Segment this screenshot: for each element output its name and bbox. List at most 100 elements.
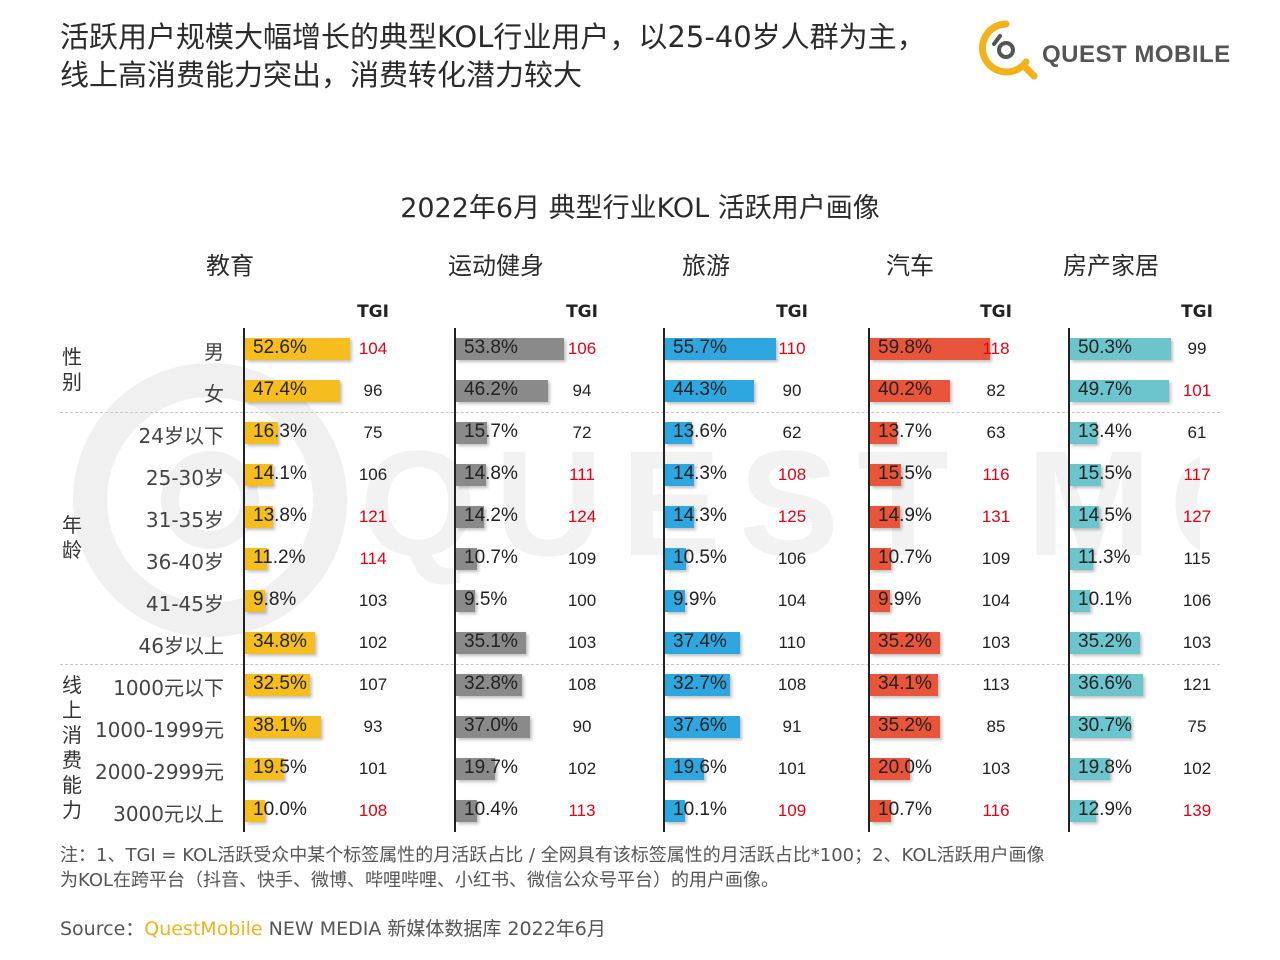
bar	[1070, 422, 1097, 444]
tgi-value: 109	[567, 549, 597, 568]
value-label: 59.8%	[878, 337, 932, 358]
tgi-header: TGI	[566, 302, 598, 322]
tgi-value: 72	[572, 423, 592, 442]
category-header: 汽车	[886, 252, 934, 280]
tgi-value: 108	[777, 465, 807, 484]
group-label: 线上消费能力	[62, 673, 82, 822]
tgi-value: 115	[1183, 549, 1211, 568]
bar	[665, 506, 694, 528]
value-label: 19.6%	[673, 757, 727, 778]
bar	[870, 716, 941, 738]
bar	[870, 674, 939, 696]
tgi-value: 108	[567, 675, 597, 694]
value-label: 20.0%	[878, 757, 932, 778]
footnote-line-2: 为KOL在跨平台（抖音、快手、微博、哔哩哔哩、小红书、微信公众号平台）的用户画像…	[60, 870, 780, 891]
tgi-value: 101	[358, 759, 388, 778]
footnote-line-1: 注：1、TGI = KOL活跃受众中某个标签属性的月活跃占比 / 全网具有该标签…	[60, 845, 1045, 866]
bar-axis	[868, 328, 870, 832]
value-label: 10.7%	[878, 547, 932, 568]
tgi-value: 103	[981, 633, 1011, 652]
bar	[245, 506, 273, 528]
value-label: 12.9%	[1078, 799, 1132, 820]
bar	[456, 758, 496, 780]
footnote: 注：1、TGI = KOL活跃受众中某个标签属性的月活跃占比 / 全网具有该标签…	[60, 843, 1220, 893]
bar	[870, 380, 951, 402]
value-label: 11.3%	[1078, 547, 1131, 568]
value-label: 37.4%	[673, 631, 727, 652]
value-label: 44.3%	[673, 379, 727, 400]
tgi-value: 93	[363, 717, 383, 736]
bar	[456, 590, 475, 612]
bar	[456, 464, 486, 486]
tgi-value: 139	[1182, 801, 1212, 820]
value-label: 30.7%	[1078, 715, 1132, 736]
tgi-value: 110	[778, 633, 806, 652]
bar	[870, 590, 890, 612]
value-label: 15.5%	[878, 463, 932, 484]
tgi-value: 99	[1187, 339, 1207, 358]
source-suffix: NEW MEDIA 新媒体数据库 2022年6月	[262, 918, 606, 940]
value-label: 35.2%	[878, 715, 932, 736]
value-label: 19.5%	[253, 757, 307, 778]
tgi-value: 91	[782, 717, 802, 736]
source-line: Source：QuestMobile NEW MEDIA 新媒体数据库 2022…	[60, 914, 606, 941]
bar	[1070, 716, 1132, 738]
bar	[1070, 380, 1170, 402]
tgi-value: 104	[981, 591, 1011, 610]
tgi-value: 106	[567, 339, 597, 358]
value-label: 46.2%	[464, 379, 518, 400]
bar-axis	[663, 328, 665, 832]
group-label: 性别	[62, 345, 82, 394]
bar	[456, 380, 549, 402]
value-label: 34.1%	[878, 673, 932, 694]
bar	[665, 548, 686, 570]
logo-icon	[979, 20, 1038, 80]
bar	[665, 632, 740, 654]
bar	[245, 674, 310, 696]
bar	[665, 338, 777, 360]
bar	[1070, 548, 1093, 570]
value-label: 13.6%	[673, 421, 727, 442]
tgi-value: 102	[1182, 759, 1212, 778]
tgi-value: 94	[572, 381, 592, 400]
category-header: 教育	[206, 252, 254, 280]
tgi-value: 62	[782, 423, 802, 442]
watermark-icon: QUEST MOBILE	[73, 363, 1200, 637]
tgi-value: 61	[1187, 423, 1207, 442]
tgi-value: 75	[363, 423, 383, 442]
value-label: 15.7%	[464, 421, 518, 442]
headline: 活跃用户规模大幅增长的典型KOL行业用户，以25-40岁人群为主， 线上高消费能…	[60, 18, 980, 94]
value-label: 10.7%	[464, 547, 518, 568]
value-label: 34.8%	[253, 631, 307, 652]
value-label: 9.9%	[878, 589, 922, 610]
row-label: 31-35岁	[145, 508, 224, 532]
bar	[870, 506, 900, 528]
tgi-header: TGI	[980, 302, 1012, 322]
value-label: 10.1%	[673, 799, 727, 820]
value-label: 38.1%	[253, 715, 307, 736]
tgi-value: 109	[777, 801, 807, 820]
bar	[1070, 800, 1096, 822]
value-label: 32.5%	[253, 673, 307, 694]
tgi-value: 106	[777, 549, 807, 568]
bar	[870, 464, 901, 486]
row-label: 2000-2999元	[94, 760, 224, 784]
tgi-value: 127	[1182, 507, 1212, 526]
bar	[665, 800, 686, 822]
tgi-header: TGI	[357, 302, 389, 322]
value-label: 14.5%	[1078, 505, 1132, 526]
tgi-value: 104	[358, 339, 388, 358]
value-label: 9.8%	[253, 589, 297, 610]
value-label: 14.2%	[464, 505, 518, 526]
value-label: 10.7%	[878, 799, 932, 820]
bar	[245, 590, 265, 612]
chart-title: 2022年6月 典型行业KOL 活跃用户画像	[400, 193, 880, 224]
tgi-value: 117	[1183, 465, 1211, 484]
bar	[870, 338, 990, 360]
tgi-value: 102	[358, 633, 388, 652]
tgi-value: 121	[358, 507, 388, 526]
bar	[456, 338, 564, 360]
value-label: 47.4%	[253, 379, 307, 400]
tgi-value: 96	[363, 381, 383, 400]
value-label: 13.4%	[1078, 421, 1132, 442]
